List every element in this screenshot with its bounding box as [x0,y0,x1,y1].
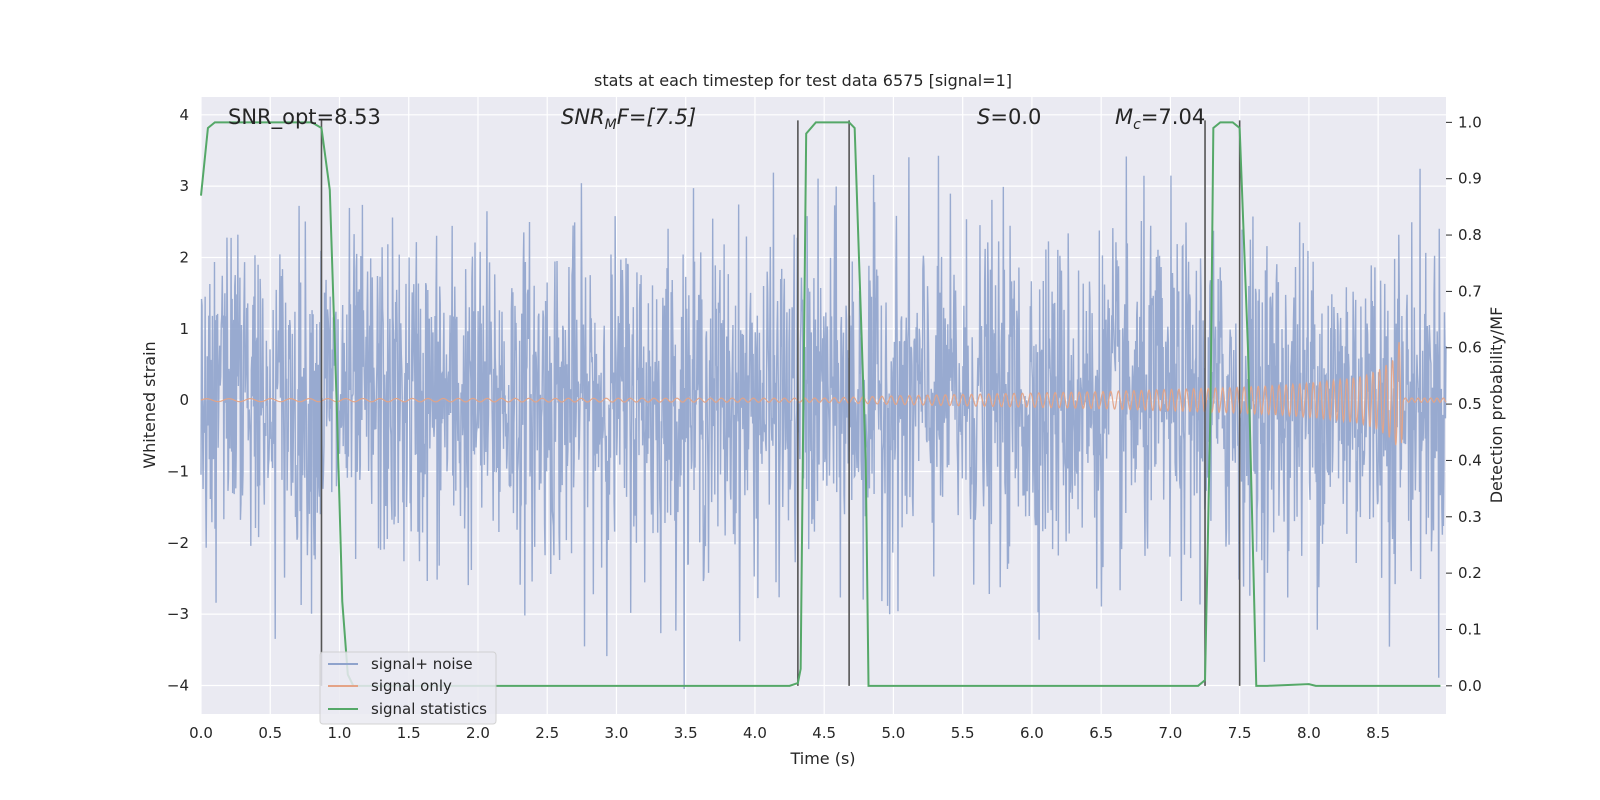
x-tick-label: 8.0 [1297,724,1321,742]
y-tick-label: 2 [179,248,189,266]
x-axis-ticks: 0.0 0.5 1.0 1.5 2.0 2.5 3.0 3.5 4.0 4.5 5.0 5.5 6.0 6… [189,724,1390,742]
x-tick-label: 0.5 [258,724,282,742]
vertical-markers [320,120,1241,686]
legend: signal+ noise signal only signal statist… [319,651,497,725]
x-tick-label: 7.0 [1158,724,1182,742]
s-annotation: S=0.0 [977,105,1041,129]
y-tick-label: 3 [179,177,189,195]
y-tick-label: 4 [179,106,189,124]
mc-rest: =7.04 [1141,105,1205,129]
x-tick-label: 0.0 [189,724,213,742]
x-tick-label: 1.0 [328,724,352,742]
x-tick-label: 1.5 [397,724,421,742]
s-italic: S [977,105,990,129]
mc-base: M [1115,105,1133,129]
series-signal-only [200,342,1447,446]
right-y-tick-label: 0.6 [1458,339,1482,357]
y-tick-label: 1 [179,320,189,338]
x-tick-label: 3.5 [674,724,698,742]
x-tick-label: 4.0 [743,724,767,742]
x-tick-label: 4.5 [812,724,836,742]
right-y-tick-label: 0.1 [1458,620,1482,638]
y-tick-label: −1 [167,462,189,480]
x-tick-label: 5.5 [951,724,975,742]
mc-annotation: Mc=7.04 [1115,105,1205,133]
snr-opt-annotation: SNR_opt=8.53 [228,105,381,130]
snr-mf-rest: F=[7.5] [617,105,696,129]
signal-only-line [200,342,1447,446]
x-tick-label: 6.5 [1089,724,1113,742]
right-y-tick-label: 0.0 [1458,677,1482,695]
x-tick-label: 6.0 [1020,724,1044,742]
right-y-tick-label: 0.5 [1458,395,1482,413]
y-axis-label: Whitened strain [140,341,159,468]
mc-subscript: c [1133,117,1141,133]
legend-label-signal-plus-noise: signal+ noise [371,655,473,673]
right-y-axis-ticks: 1.0 0.9 0.8 0.7 0.6 0.5 0.4 0.3 0.2 0.1 0.0 [1446,113,1482,695]
legend-label-signal-statistics: signal statistics [371,700,487,718]
right-y-axis-label: Detection probability/MF [1487,307,1506,504]
x-tick-label: 8.5 [1366,724,1390,742]
series-signal-statistics [200,121,1441,687]
right-y-tick-label: 0.8 [1458,226,1482,244]
snr-mf-subscript: M [605,117,617,133]
right-y-tick-label: 1.0 [1458,113,1482,131]
right-y-tick-label: 0.3 [1458,508,1482,526]
signal-statistics-line [200,121,1441,687]
x-tick-label: 2.5 [535,724,559,742]
legend-label-signal-only: signal only [371,677,452,695]
right-y-tick-label: 0.9 [1458,170,1482,188]
y-tick-label: −4 [167,676,189,694]
y-tick-label: −2 [167,534,189,552]
legend-box [319,651,497,725]
x-tick-label: 5.0 [882,724,906,742]
x-tick-label: 2.0 [466,724,490,742]
x-axis-label: Time (s) [789,749,855,768]
chart-title: stats at each timestep for test data 657… [594,71,1012,90]
x-tick-label: 7.5 [1228,724,1252,742]
y-axis-ticks: 4 3 2 1 0 −1 −2 −3 −4 [167,106,189,695]
y-tick-label: −3 [167,605,189,623]
right-y-tick-label: 0.2 [1458,564,1482,582]
x-tick-label: 3.0 [605,724,629,742]
snr-mf-base: SNR [561,105,605,129]
s-rest: =0.0 [990,105,1041,129]
snr-mf-annotation: SNRMF=[7.5] [561,105,696,133]
right-y-tick-label: 0.4 [1458,451,1482,469]
right-y-tick-label: 0.7 [1458,282,1482,300]
y-tick-label: 0 [179,391,189,409]
